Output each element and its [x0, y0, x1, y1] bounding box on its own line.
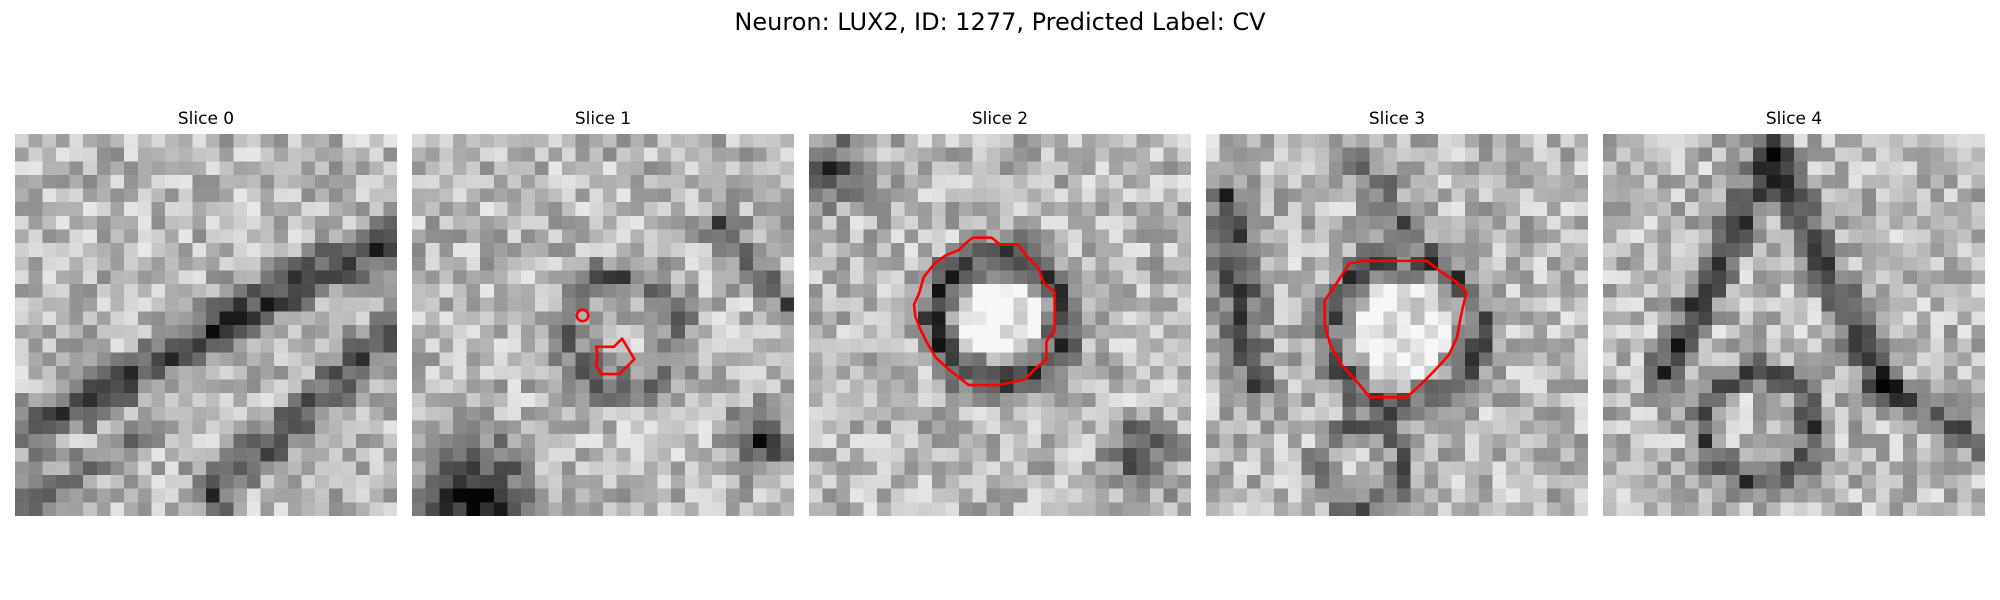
grayscale-pixels-3 — [1206, 134, 1588, 516]
slice-title-2: Slice 2 — [971, 109, 1029, 129]
slice-title-1: Slice 1 — [574, 109, 632, 129]
slice-image-1 — [412, 134, 794, 516]
grayscale-pixels-4 — [1603, 134, 1985, 516]
slice-image-0 — [15, 134, 397, 516]
grayscale-pixels-1 — [412, 134, 794, 516]
contour-outline-1-0 — [575, 308, 590, 323]
grayscale-pixels-2 — [809, 134, 1191, 516]
slice-title-3: Slice 3 — [1368, 109, 1426, 129]
contour-outline-3-0 — [1323, 259, 1468, 399]
contour-outline-1-1 — [594, 337, 636, 376]
slice-image-2 — [809, 134, 1191, 516]
slice-title-4: Slice 4 — [1765, 109, 1823, 129]
figure-title: Neuron: LUX2, ID: 1277, Predicted Label:… — [734, 8, 1266, 36]
slice-image-3 — [1206, 134, 1588, 516]
grayscale-pixels-0 — [15, 134, 397, 516]
slice-image-4 — [1603, 134, 1985, 516]
slice-title-0: Slice 0 — [177, 109, 235, 129]
contour-outline-2-0 — [912, 236, 1056, 387]
